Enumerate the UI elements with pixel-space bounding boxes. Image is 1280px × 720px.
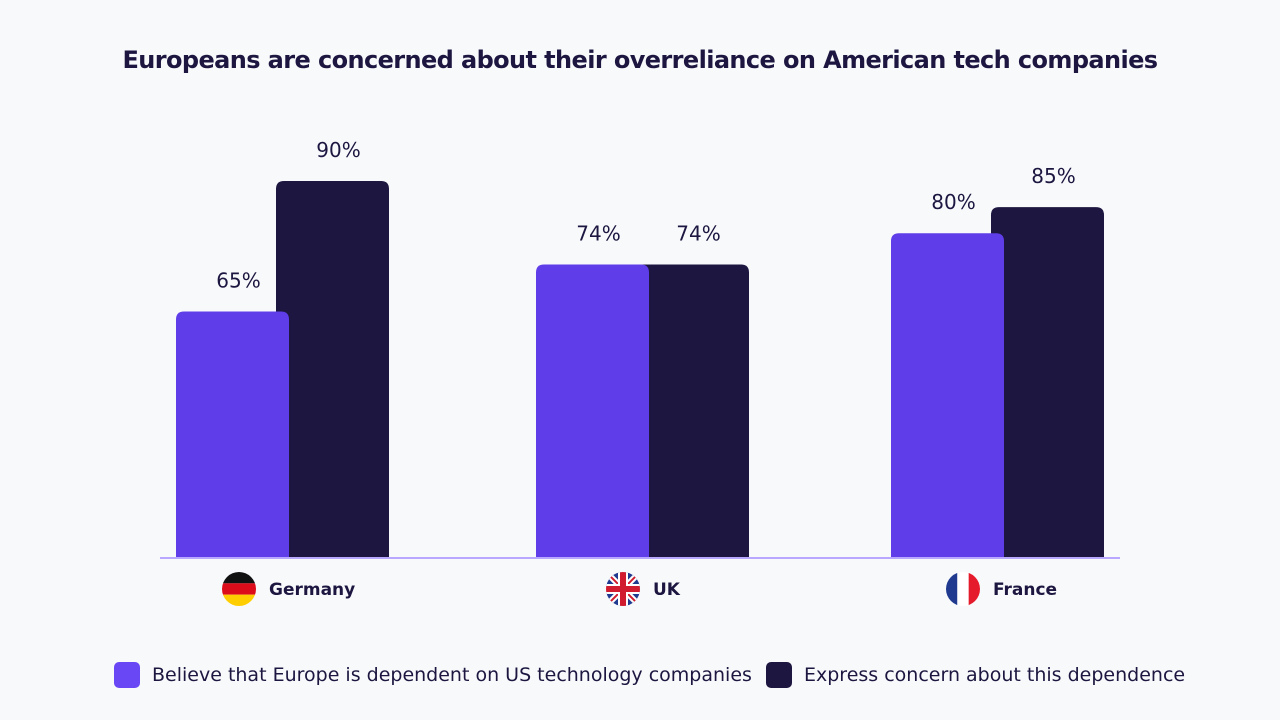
chart-title: Europeans are concerned about their over… [122, 46, 1159, 74]
france-flag-icon [946, 572, 980, 606]
data-label: 90% [316, 138, 360, 162]
legend-label: Believe that Europe is dependent on US t… [152, 664, 752, 686]
data-label: 74% [676, 222, 720, 246]
category-label: Germany [269, 580, 355, 600]
bar-uk-series-1 [536, 264, 649, 557]
legend-swatch-dark [766, 662, 792, 688]
bar-france-series-2 [991, 207, 1104, 557]
bar-france-series-1 [891, 233, 1004, 557]
bar-uk-series-2 [636, 264, 749, 557]
category-label: UK [653, 580, 681, 600]
data-label: 65% [216, 269, 260, 293]
category-label: France [993, 580, 1057, 600]
bar-germany-series-2 [276, 181, 389, 557]
bar-germany-series-1 [176, 311, 289, 557]
data-label: 85% [1031, 164, 1075, 188]
uk-flag-icon [606, 572, 640, 606]
legend-item-concern: Express concern about this dependence [766, 662, 1185, 688]
germany-flag-icon [222, 572, 256, 606]
data-label: 80% [931, 190, 975, 214]
legend-swatch-purple [114, 662, 140, 688]
legend-item-dependent: Believe that Europe is dependent on US t… [114, 662, 752, 688]
legend-label: Express concern about this dependence [804, 664, 1186, 686]
data-label: 74% [576, 222, 620, 246]
